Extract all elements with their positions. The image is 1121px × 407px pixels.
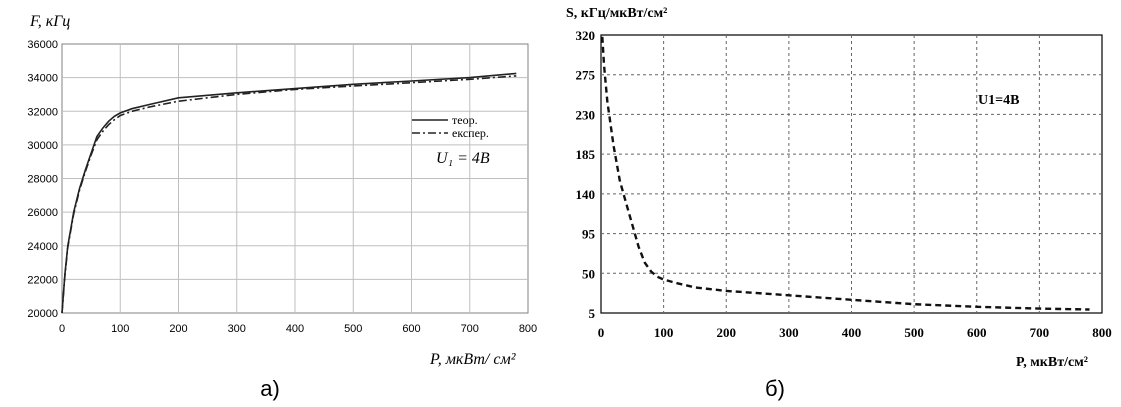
- x-tick-label-a: 500: [344, 323, 362, 335]
- y-tick-label-b: 140: [576, 187, 596, 202]
- panel-label-a: а): [260, 376, 280, 401]
- y-tick-label-b: 95: [582, 227, 596, 242]
- y-axis-title-b: S, кГц/мкВт/см²: [566, 6, 667, 21]
- x-tick-label-b: 200: [717, 325, 737, 340]
- y-tick-label-a: 36000: [27, 39, 58, 51]
- panel-label-b: б): [765, 376, 785, 401]
- x-tick-label-a: 0: [59, 323, 65, 335]
- x-tick-label-a: 700: [461, 323, 479, 335]
- y-tick-label-a: 30000: [27, 140, 58, 152]
- y-tick-label-a: 20000: [27, 308, 58, 320]
- x-tick-label-a: 800: [519, 323, 537, 335]
- x-tick-label-a: 100: [111, 323, 129, 335]
- chart-a: 0 100 200 300 400 500 600 700 800 20000 22000 24000…: [27, 13, 537, 401]
- chart-b: 0 100 200 300 400 500 600 700 800 5 50 95 140 185 230 2…: [566, 6, 1112, 401]
- y-tick-label-a: 28000: [27, 174, 58, 186]
- legend-entry-a: теор.: [452, 113, 478, 127]
- x-tick-label-b: 800: [1092, 325, 1112, 340]
- x-tick-label-b: 0: [598, 325, 605, 340]
- x-tick-label-a: 200: [169, 323, 187, 335]
- y-tick-label-b: 320: [576, 28, 596, 43]
- x-tick-label-b: 600: [967, 325, 987, 340]
- annotation-b: U1=4B: [978, 93, 1019, 108]
- legend-entry-a: експер.: [452, 126, 489, 140]
- y-tick-label-a: 34000: [27, 73, 58, 85]
- y-tick-label-b: 50: [582, 266, 595, 281]
- x-axis-title-a: P, мкВт/ см²: [429, 351, 517, 368]
- x-tick-label-b: 500: [904, 325, 924, 340]
- y-axis-title-a: F, кГц: [29, 13, 70, 30]
- x-tick-label-b: 300: [779, 325, 799, 340]
- x-tick-label-a: 600: [402, 323, 420, 335]
- x-tick-label-a: 300: [228, 323, 246, 335]
- y-tick-label-a: 32000: [27, 106, 58, 118]
- x-axis-title-b: P, мкВт/см²: [1016, 355, 1088, 370]
- annotation-a: U₁ = 4B: [436, 150, 490, 167]
- x-tick-label-a: 400: [286, 323, 304, 335]
- y-tick-label-b: 5: [589, 306, 596, 321]
- y-tick-label-b: 275: [576, 68, 596, 83]
- y-tick-label-b: 230: [576, 107, 596, 122]
- y-tick-label-a: 26000: [27, 207, 58, 219]
- y-tick-label-a: 22000: [27, 274, 58, 286]
- x-tick-label-b: 700: [1030, 325, 1050, 340]
- y-tick-label-a: 24000: [27, 241, 58, 253]
- y-tick-label-b: 185: [576, 147, 596, 162]
- x-tick-label-b: 100: [654, 325, 674, 340]
- x-tick-label-b: 400: [842, 325, 862, 340]
